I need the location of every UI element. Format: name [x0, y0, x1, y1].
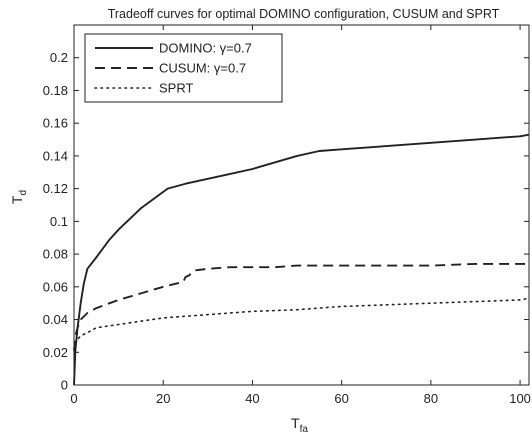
y-axis: 0 0.02 0.04 0.06 0.08 0.1 0.12 0.14 0.16 0.18 0.2 [43, 50, 529, 393]
y-tick-label: 0.18 [43, 83, 68, 98]
x-tick-label: 100 [509, 391, 531, 406]
y-tick-label: 0.12 [43, 181, 68, 196]
y-tick-label: 0.02 [43, 345, 68, 360]
x-axis-label: Tfa [291, 415, 308, 435]
y-tick-label: 0.2 [50, 50, 68, 65]
legend-label: CUSUM: γ=0.7 [159, 61, 246, 76]
x-axis-label-main: T [291, 415, 300, 431]
x-tick-label: 20 [156, 391, 170, 406]
series-layer [73, 133, 530, 386]
y-axis-label-main: T [9, 195, 25, 204]
chart-title: Tradeoff curves for optimal DOMINO confi… [108, 7, 500, 21]
x-tick-label: 80 [424, 391, 438, 406]
y-tick-label: 0.1 [50, 214, 68, 229]
legend: DOMINO: γ=0.7 CUSUM: γ=0.7 SPRT [84, 33, 283, 103]
plot-frame [73, 24, 530, 386]
legend-label: SPRT [159, 81, 193, 96]
legend-label: DOMINO: γ=0.7 [159, 41, 252, 56]
series-line-dashed [73, 262, 529, 351]
series-line-solid [73, 133, 530, 386]
x-axis: 0 20 40 60 80 100 [70, 25, 531, 406]
y-tick-label: 0.04 [43, 312, 68, 327]
y-tick-label: 0.16 [43, 116, 68, 131]
y-tick-label: 0.08 [43, 247, 68, 262]
y-axis-label-sub: d [18, 190, 29, 196]
y-axis-label: Td [9, 190, 29, 204]
x-axis-label-sub: fa [300, 424, 309, 435]
series-line-dotted [73, 297, 530, 350]
y-tick-label: 0 [61, 378, 68, 393]
x-tick-label: 0 [70, 391, 77, 406]
y-tick-label: 0.14 [43, 148, 68, 163]
x-tick-label: 40 [245, 391, 259, 406]
x-tick-label: 60 [334, 391, 348, 406]
y-tick-label: 0.06 [43, 279, 68, 294]
